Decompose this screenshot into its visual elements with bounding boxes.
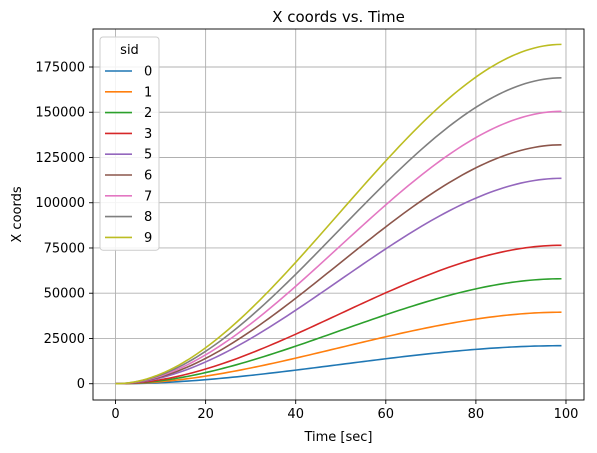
series-line-9: [115, 43, 562, 385]
legend: sid 0 1 2 3 5 6 7 8 9: [99, 36, 160, 251]
legend-label-1: 1: [144, 85, 152, 100]
legend-label-3: 3: [144, 127, 152, 142]
series-line-0: [115, 344, 562, 385]
legend-label-5: 5: [144, 148, 152, 163]
y-tick-label: 150000: [35, 106, 85, 121]
y-tick-label: 0: [77, 377, 85, 392]
legend-label-7: 7: [144, 189, 152, 204]
legend-title: sid: [120, 43, 139, 58]
series-line-1: [115, 311, 562, 385]
y-tick-label: 125000: [35, 151, 85, 166]
x-tick-label: 20: [197, 407, 214, 422]
series-line-7: [115, 110, 562, 385]
series-line-8: [115, 77, 562, 385]
series-line-6: [115, 144, 562, 385]
legend-label-2: 2: [144, 106, 152, 121]
legend-label-0: 0: [144, 65, 152, 80]
x-tick-label: 80: [468, 407, 485, 422]
x-axis-title: Time [sec]: [303, 430, 372, 445]
x-tick-label: 0: [111, 407, 119, 422]
plot-frame: [92, 28, 585, 401]
y-tick-label: 175000: [35, 61, 85, 76]
y-axis-title: X coords: [10, 186, 25, 242]
grid-layer: [93, 29, 584, 400]
series-line-5: [115, 177, 562, 385]
series-line-2: [115, 277, 562, 385]
legend-label-9: 9: [144, 231, 152, 246]
x-tick-label: 60: [378, 407, 395, 422]
x-tick-label: 40: [287, 407, 304, 422]
y-tick-label: 25000: [44, 332, 85, 347]
y-tick-label: 50000: [44, 287, 85, 302]
chart-title: X coords vs. Time: [272, 8, 405, 26]
x-tick-label: 100: [554, 407, 579, 422]
series-layer: [115, 43, 562, 385]
series-line-3: [115, 244, 562, 385]
ticks-layer: 0 20 40 60 80 1000250005000075000100000125000…: [35, 61, 578, 422]
legend-box: [99, 36, 160, 251]
y-tick-label: 100000: [35, 196, 85, 211]
y-tick-label: 75000: [44, 241, 85, 256]
legend-label-8: 8: [144, 210, 152, 225]
legend-entries: 0 1 2 3 5 6 7 8 9: [105, 65, 152, 246]
legend-label-6: 6: [144, 169, 152, 184]
